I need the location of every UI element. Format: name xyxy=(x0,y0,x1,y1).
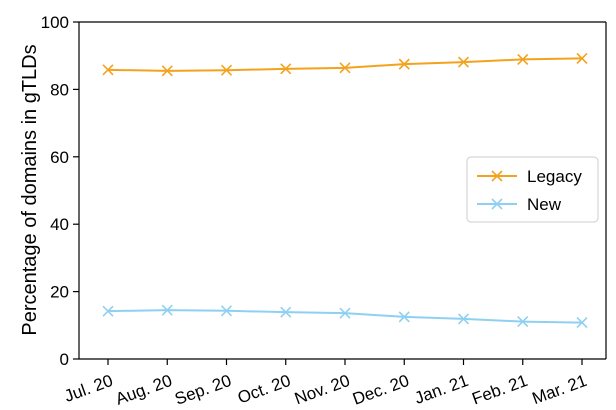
legend-label: New xyxy=(527,195,562,214)
data-point xyxy=(576,317,588,329)
series-line-legacy xyxy=(107,57,583,72)
x-tick-label: Aug. 20 xyxy=(113,371,175,409)
data-point xyxy=(517,53,529,65)
data-point xyxy=(280,63,292,75)
y-axis-label: Percentage of domains in gTLDs xyxy=(19,44,41,335)
x-tick-label: Oct. 20 xyxy=(235,371,293,408)
data-point xyxy=(220,64,233,76)
x-tick-label: Jul. 20 xyxy=(62,371,116,406)
y-tick-label: 0 xyxy=(60,350,69,369)
series-lines xyxy=(102,52,588,329)
y-tick-label: 40 xyxy=(50,215,69,234)
data-point xyxy=(161,65,173,77)
data-point xyxy=(102,305,114,317)
legend-item-legacy: Legacy xyxy=(477,167,582,186)
data-point xyxy=(161,304,173,316)
x-tick-label: Nov. 20 xyxy=(292,371,352,408)
data-point xyxy=(398,311,410,323)
series-line-new xyxy=(107,309,583,324)
x-tick-label: Sep. 20 xyxy=(172,371,234,409)
data-point xyxy=(280,306,292,318)
data-point xyxy=(576,52,588,64)
data-point xyxy=(457,56,470,68)
y-tick-label: 80 xyxy=(50,80,69,99)
x-tick-label: Jan. 21 xyxy=(412,371,471,408)
series-new xyxy=(102,304,588,329)
y-tick-label: 100 xyxy=(41,13,69,32)
y-tick-label: 20 xyxy=(50,283,69,302)
data-point xyxy=(398,58,410,70)
data-point xyxy=(339,307,351,319)
legend-label: Legacy xyxy=(527,167,582,186)
x-tick-label: Mar. 21 xyxy=(530,371,590,408)
y-tick-label: 60 xyxy=(50,148,69,167)
series-legacy xyxy=(102,52,588,77)
x-tick-label: Feb. 21 xyxy=(469,371,530,409)
x-tick-label: Dec. 20 xyxy=(350,371,412,409)
data-point xyxy=(457,313,470,325)
data-point xyxy=(517,316,529,328)
legend: Legacy New xyxy=(466,156,599,223)
data-point xyxy=(102,64,114,76)
data-point xyxy=(220,305,233,317)
legend-item-new: New xyxy=(477,195,562,214)
data-point xyxy=(339,62,351,74)
